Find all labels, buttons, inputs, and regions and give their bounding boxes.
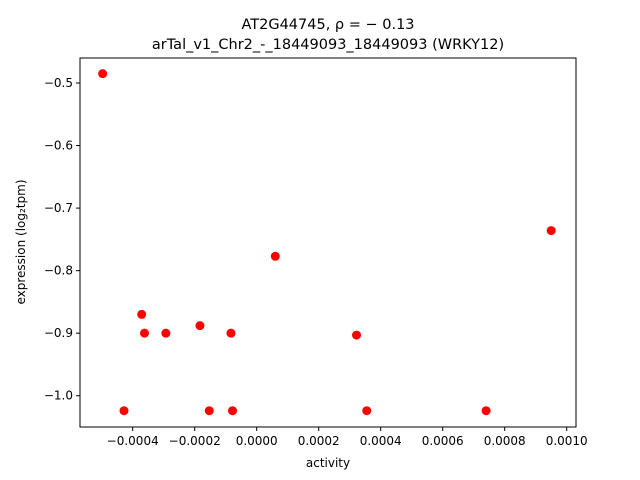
x-tick-label: 0.0010 [546,434,588,448]
y-tick-label: −0.6 [44,139,73,153]
y-tick-label: −1.0 [44,389,73,403]
x-tick-label: 0.0000 [236,434,278,448]
y-tick-label: −0.5 [44,76,73,90]
data-point [119,406,129,416]
data-point [546,226,556,236]
chart-title-line1: AT2G44745, ρ = − 0.13 [241,17,414,33]
y-tick-label: −0.8 [44,264,73,278]
plot-frame [79,57,577,428]
data-points [98,69,556,416]
data-point [226,328,236,338]
x-tick-label: −0.0004 [107,434,159,448]
x-tick-label: 0.0008 [484,434,526,448]
data-point [204,406,214,416]
data-point [195,321,205,331]
chart-title-line2: arTal_v1_Chr2_-_18449093_18449093 (WRKY1… [152,37,504,53]
data-point [137,309,147,319]
data-point [98,69,108,79]
data-point [139,328,149,338]
x-tick-label: 0.0006 [422,434,464,448]
x-tick-label: −0.0002 [169,434,221,448]
x-axis-label: activity [306,456,350,470]
y-tick-label: −0.7 [44,201,73,215]
x-axis-ticks: −0.0004 −0.0002 0.0000 0.0002 0.0004 0.0006 0.… [107,427,588,448]
data-point [352,330,362,340]
data-point [228,406,238,416]
y-axis-ticks: −0.5 −0.6 −0.7 −0.8 −0.9 −1.0 [44,76,80,403]
data-point [362,406,372,416]
x-tick-label: 0.0002 [298,434,340,448]
y-tick-label: −0.9 [44,326,73,340]
data-point [161,328,171,338]
data-point [270,251,280,261]
data-point [481,406,491,416]
y-axis-label: expression (log₂tpm) [14,179,28,304]
x-tick-label: 0.0004 [360,434,402,448]
